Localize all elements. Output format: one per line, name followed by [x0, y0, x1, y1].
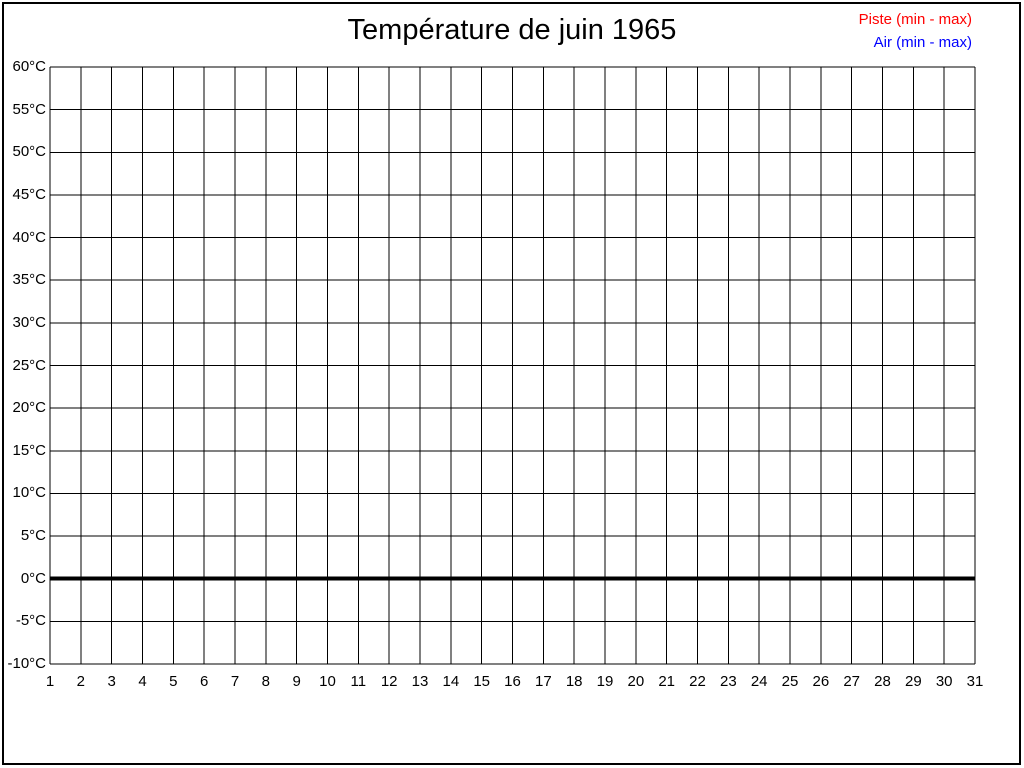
- x-tick-label: 29: [904, 673, 922, 690]
- x-tick-label: 16: [504, 673, 521, 690]
- y-tick-label: 10°C: [12, 484, 46, 502]
- y-tick-label: 30°C: [12, 313, 46, 331]
- x-tick-label: 6: [199, 673, 209, 690]
- legend-item-piste: Piste (min - max): [858, 11, 972, 28]
- x-tick-label: 11: [350, 673, 367, 690]
- x-tick-label: 10: [319, 673, 336, 690]
- chart-legend: Piste (min - max) Air (min - max): [859, 8, 972, 54]
- x-tick-label: 25: [781, 673, 799, 690]
- x-tick-label: 22: [689, 673, 706, 690]
- x-tick-label: 1: [45, 673, 55, 690]
- y-tick-label: 50°C: [12, 143, 46, 161]
- x-tick-label: 2: [76, 673, 85, 690]
- x-tick-label: 8: [261, 673, 270, 690]
- x-tick-label: 14: [442, 673, 460, 690]
- x-tick-label: 18: [565, 673, 583, 690]
- x-tick-label: 21: [658, 673, 675, 690]
- y-tick-label: 45°C: [12, 185, 46, 203]
- y-tick-label: 5°C: [20, 527, 46, 545]
- y-tick-label: 0°C: [20, 569, 46, 587]
- x-tick-label: 30: [935, 673, 953, 690]
- x-tick-label: 4: [138, 673, 147, 690]
- x-tick-label: 27: [843, 673, 860, 690]
- y-tick-label: 60°C: [12, 58, 46, 75]
- x-tick-label: 17: [534, 673, 552, 690]
- y-tick-label: -10°C: [7, 655, 46, 672]
- y-tick-label: 25°C: [12, 356, 46, 374]
- y-tick-label: 55°C: [12, 100, 46, 118]
- x-tick-label: 26: [812, 673, 830, 690]
- x-tick-label: 24: [750, 673, 768, 690]
- x-tick-label: 9: [292, 673, 301, 690]
- x-tick-label: 5: [169, 673, 178, 690]
- x-tick-label: 7: [230, 673, 240, 690]
- x-tick-label: 13: [411, 673, 429, 690]
- x-tick-label: 31: [966, 673, 984, 690]
- y-tick-label: -5°C: [15, 612, 46, 630]
- x-tick-label: 20: [627, 673, 645, 690]
- x-tick-label: 23: [719, 673, 737, 690]
- x-tick-label: 15: [473, 673, 490, 690]
- chart-title: Température de juin 1965: [347, 14, 677, 46]
- y-tick-label: 20°C: [12, 399, 46, 417]
- x-tick-label: 19: [596, 673, 614, 690]
- legend-item-air: Air (min - max): [873, 34, 972, 51]
- x-tick-label: 28: [874, 673, 891, 690]
- y-tick-label: 40°C: [12, 228, 46, 246]
- y-tick-label: 15°C: [12, 441, 46, 459]
- x-tick-label: 3: [107, 673, 116, 690]
- x-tick-label: 12: [380, 673, 398, 690]
- y-tick-label: 35°C: [12, 271, 46, 289]
